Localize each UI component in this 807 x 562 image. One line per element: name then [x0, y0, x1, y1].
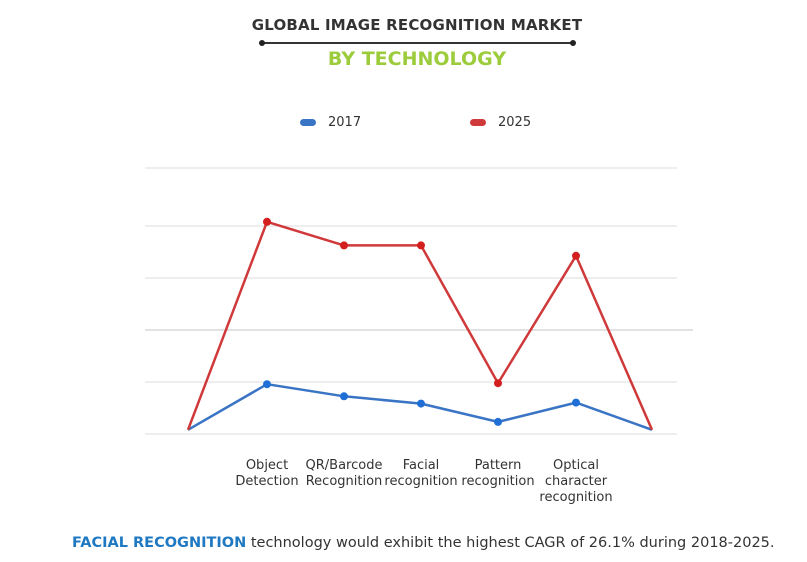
data-point-2025[interactable] [417, 241, 425, 250]
x-axis-label: Pattern recognition [461, 458, 535, 489]
legend-item-2025[interactable]: 2025 [470, 115, 531, 130]
footer-note: FACIAL RECOGNITION technology would exhi… [72, 535, 775, 551]
legend-label: 2025 [498, 115, 532, 130]
series-line-2025 [186, 220, 654, 431]
legend-item-2017[interactable]: 2017 [300, 115, 361, 130]
x-axis-label: QR/Barcode Recognition [305, 458, 383, 489]
legend-swatch-2017-icon [300, 119, 316, 126]
data-point-2017[interactable] [417, 399, 425, 408]
chart-subtitle: BY TECHNOLOGY [327, 48, 507, 70]
x-axis-label: Object Detection [235, 458, 299, 489]
chart-title: GLOBAL IMAGE RECOGNITION MARKET [251, 16, 583, 34]
legend: 2017 2025 [0, 115, 807, 131]
footer-highlight: FACIAL RECOGNITION [72, 535, 247, 551]
data-point-2025[interactable] [263, 217, 271, 226]
series-lines [186, 217, 654, 431]
data-point-2025[interactable] [572, 251, 580, 260]
legend-label: 2017 [328, 115, 362, 130]
data-point-2017[interactable] [572, 398, 580, 407]
data-point-2017[interactable] [494, 417, 502, 426]
data-point-2025[interactable] [494, 379, 502, 388]
footer-text: technology would exhibit the highest CAG… [246, 535, 775, 551]
gridlines [145, 167, 693, 435]
legend-swatch-2025-icon [470, 119, 486, 126]
data-point-2017[interactable] [340, 392, 348, 401]
x-axis-label: Facial recognition [384, 458, 458, 489]
data-point-2017[interactable] [263, 380, 271, 389]
x-axis-label: Optical character recognition [539, 458, 613, 505]
data-point-2025[interactable] [340, 241, 348, 250]
title-divider [259, 40, 576, 46]
